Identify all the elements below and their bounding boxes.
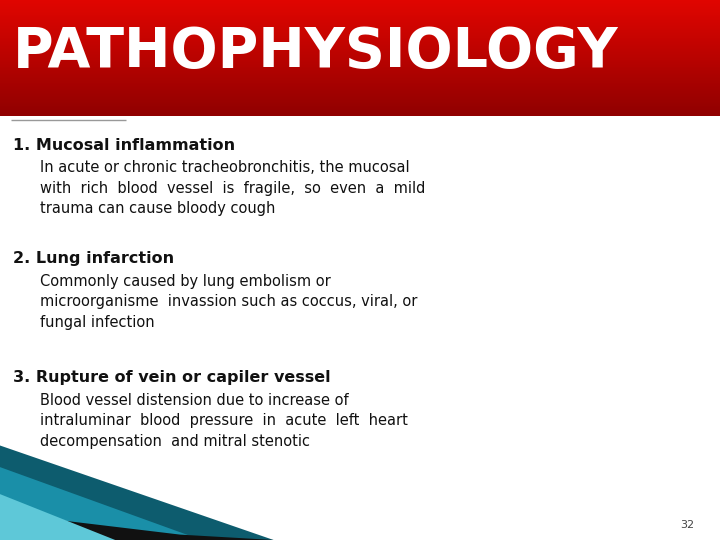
Bar — [0, 55, 720, 57]
Text: 32: 32 — [680, 520, 695, 530]
Text: Blood vessel distension due to increase of: Blood vessel distension due to increase … — [40, 393, 348, 408]
Bar — [0, 17, 720, 19]
Bar — [0, 33, 720, 35]
Bar — [0, 77, 720, 78]
Bar — [0, 87, 720, 89]
Polygon shape — [0, 467, 202, 540]
Bar — [0, 40, 720, 42]
Bar — [0, 44, 720, 45]
Text: PATHOPHYSIOLOGY: PATHOPHYSIOLOGY — [13, 25, 618, 79]
Text: intraluminar  blood  pressure  in  acute  left  heart: intraluminar blood pressure in acute lef… — [40, 413, 408, 428]
Bar — [0, 7, 720, 9]
Polygon shape — [0, 513, 274, 540]
Bar — [0, 21, 720, 22]
Bar — [0, 6, 720, 7]
Bar — [0, 76, 720, 77]
Bar — [0, 100, 720, 102]
Bar — [0, 30, 720, 32]
Bar — [0, 46, 720, 48]
Bar — [0, 35, 720, 36]
Bar — [0, 114, 720, 116]
Bar — [0, 58, 720, 59]
Bar — [0, 65, 720, 67]
Bar — [0, 107, 720, 109]
Text: trauma can cause bloody cough: trauma can cause bloody cough — [40, 201, 275, 217]
Bar — [0, 16, 720, 17]
Bar — [0, 72, 720, 74]
Bar — [0, 91, 720, 93]
Bar — [0, 80, 720, 81]
Bar — [0, 63, 720, 64]
Polygon shape — [0, 494, 115, 540]
Bar — [0, 51, 720, 52]
Bar — [0, 22, 720, 23]
Bar — [0, 102, 720, 103]
Text: 1. Mucosal inflammation: 1. Mucosal inflammation — [13, 138, 235, 153]
Bar — [0, 106, 720, 107]
Polygon shape — [0, 446, 274, 540]
Bar — [0, 84, 720, 86]
Bar — [0, 10, 720, 11]
Bar — [0, 74, 720, 76]
Bar — [0, 97, 720, 99]
Bar — [0, 82, 720, 83]
Bar — [0, 45, 720, 46]
Text: microorganisme  invassion such as coccus, viral, or: microorganisme invassion such as coccus,… — [40, 294, 417, 309]
Bar — [0, 96, 720, 97]
Bar — [0, 2, 720, 3]
Text: Commonly caused by lung embolism or: Commonly caused by lung embolism or — [40, 274, 330, 289]
Bar — [0, 25, 720, 26]
Bar — [0, 68, 720, 70]
Bar — [0, 52, 720, 53]
Bar — [0, 29, 720, 30]
Bar — [0, 94, 720, 96]
Bar — [0, 53, 720, 55]
Bar — [0, 103, 720, 105]
Bar — [0, 90, 720, 91]
Bar — [0, 26, 720, 28]
Bar — [0, 48, 720, 49]
Bar — [0, 109, 720, 110]
Bar — [0, 57, 720, 58]
Bar — [0, 86, 720, 87]
Bar — [0, 19, 720, 21]
Bar — [0, 89, 720, 90]
Text: 2. Lung infarction: 2. Lung infarction — [13, 251, 174, 266]
Bar — [0, 23, 720, 25]
Bar — [0, 4, 720, 6]
Bar — [0, 61, 720, 63]
Bar — [0, 49, 720, 51]
Bar — [0, 83, 720, 84]
Bar — [0, 9, 720, 10]
Bar — [0, 38, 720, 39]
Bar — [0, 32, 720, 33]
Bar — [0, 0, 720, 2]
Text: with  rich  blood  vessel  is  fragile,  so  even  a  mild: with rich blood vessel is fragile, so ev… — [40, 181, 425, 196]
Bar — [0, 110, 720, 112]
Bar — [0, 15, 720, 16]
Text: decompensation  and mitral stenotic: decompensation and mitral stenotic — [40, 434, 310, 449]
Bar — [0, 39, 720, 40]
Text: fungal infection: fungal infection — [40, 315, 154, 330]
Bar — [0, 93, 720, 94]
Bar — [0, 64, 720, 65]
Bar — [0, 28, 720, 29]
Bar — [0, 70, 720, 71]
Bar — [0, 36, 720, 38]
Bar — [0, 113, 720, 114]
Bar — [0, 67, 720, 68]
Bar — [0, 71, 720, 72]
Bar — [0, 59, 720, 61]
Bar — [0, 42, 720, 44]
Bar — [0, 13, 720, 15]
Text: In acute or chronic tracheobronchitis, the mucosal: In acute or chronic tracheobronchitis, t… — [40, 160, 409, 176]
Bar — [0, 99, 720, 100]
Bar — [0, 3, 720, 4]
Text: 3. Rupture of vein or capiler vessel: 3. Rupture of vein or capiler vessel — [13, 370, 330, 385]
Bar — [0, 105, 720, 106]
Bar — [0, 112, 720, 113]
Bar — [0, 11, 720, 13]
Bar — [0, 78, 720, 80]
